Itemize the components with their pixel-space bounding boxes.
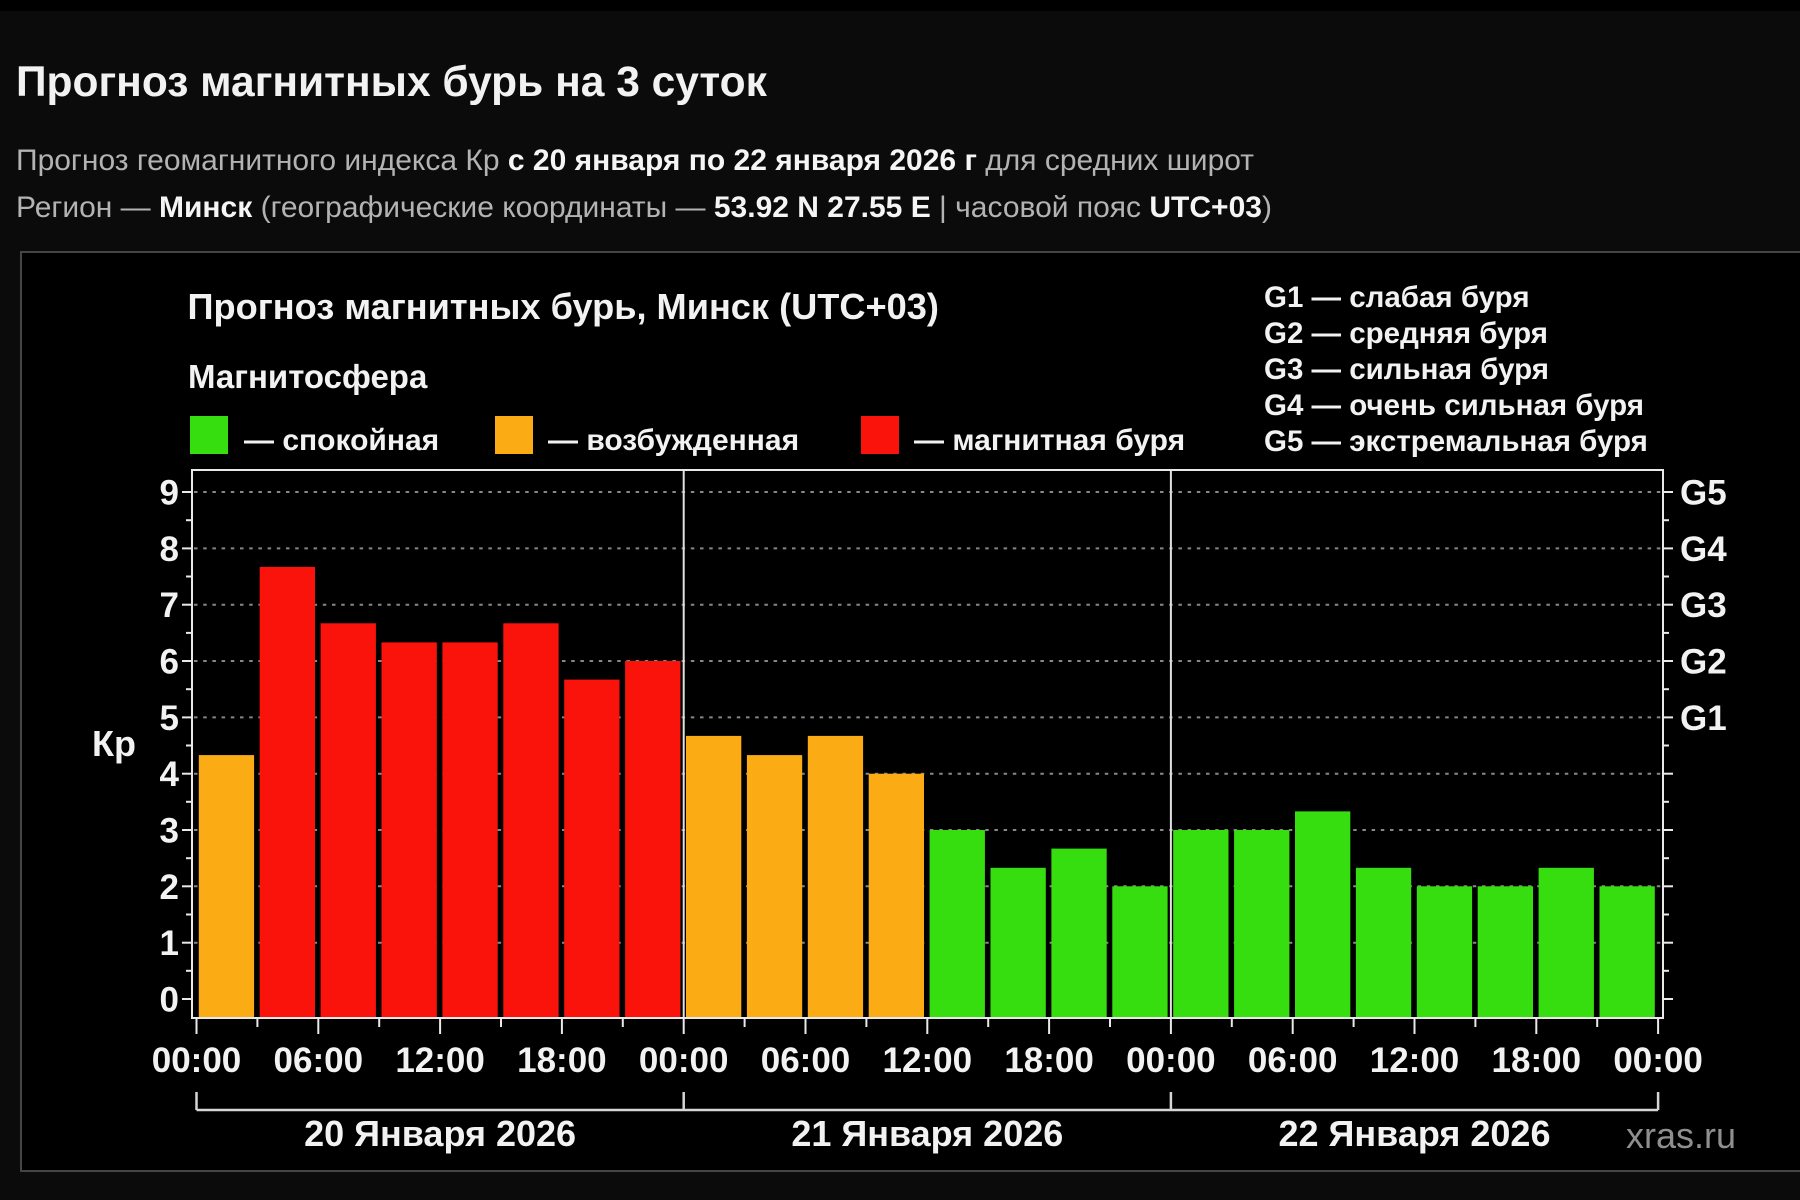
svg-text:G2 — средняя буря: G2 — средняя буря: [1264, 317, 1548, 350]
svg-text:00:00: 00:00: [1613, 1041, 1703, 1080]
svg-text:18:00: 18:00: [517, 1041, 607, 1080]
svg-text:xras.ru: xras.ru: [1626, 1115, 1736, 1156]
svg-text:— спокойная: — спокойная: [244, 424, 439, 457]
svg-text:G3: G3: [1680, 586, 1727, 625]
svg-text:G4: G4: [1680, 530, 1727, 569]
svg-text:20 Января 2026: 20 Января 2026: [304, 1113, 576, 1154]
svg-text:G1: G1: [1680, 699, 1727, 738]
svg-text:G5: G5: [1680, 474, 1727, 513]
svg-text:18:00: 18:00: [1492, 1041, 1582, 1080]
svg-text:Кр: Кр: [92, 723, 136, 764]
svg-text:12:00: 12:00: [1370, 1041, 1460, 1080]
svg-text:G1 — слабая буря: G1 — слабая буря: [1264, 281, 1530, 314]
svg-text:G2: G2: [1680, 643, 1727, 682]
svg-text:G5 — экстремальная буря: G5 — экстремальная буря: [1264, 425, 1648, 458]
svg-text:2: 2: [160, 868, 179, 907]
svg-text:— магнитная буря: — магнитная буря: [914, 424, 1185, 457]
svg-text:21 Января 2026: 21 Января 2026: [791, 1113, 1063, 1154]
svg-text:G3 — сильная буря: G3 — сильная буря: [1264, 353, 1549, 386]
svg-text:1: 1: [160, 924, 179, 963]
svg-text:06:00: 06:00: [1248, 1041, 1338, 1080]
svg-text:00:00: 00:00: [1126, 1041, 1216, 1080]
svg-text:06:00: 06:00: [761, 1041, 851, 1080]
svg-text:G4 — очень сильная буря: G4 — очень сильная буря: [1264, 389, 1644, 422]
svg-text:Прогноз магнитных бурь, Минск: Прогноз магнитных бурь, Минск (UTC+03): [188, 286, 939, 327]
svg-text:00:00: 00:00: [639, 1041, 729, 1080]
svg-text:00:00: 00:00: [152, 1041, 242, 1080]
svg-text:18:00: 18:00: [1004, 1041, 1094, 1080]
svg-text:12:00: 12:00: [883, 1041, 973, 1080]
svg-text:0: 0: [160, 981, 179, 1020]
svg-text:12:00: 12:00: [395, 1041, 485, 1080]
svg-text:06:00: 06:00: [274, 1041, 364, 1080]
svg-text:22 Января 2026: 22 Января 2026: [1279, 1113, 1551, 1154]
svg-text:5: 5: [160, 699, 179, 738]
svg-text:— возбужденная: — возбужденная: [548, 424, 799, 457]
svg-text:3: 3: [160, 812, 179, 851]
svg-text:Магнитосфера: Магнитосфера: [188, 358, 428, 395]
svg-text:9: 9: [160, 474, 179, 513]
svg-text:8: 8: [160, 530, 179, 569]
svg-text:4: 4: [160, 755, 180, 794]
svg-text:7: 7: [160, 586, 179, 625]
svg-text:6: 6: [160, 643, 179, 682]
